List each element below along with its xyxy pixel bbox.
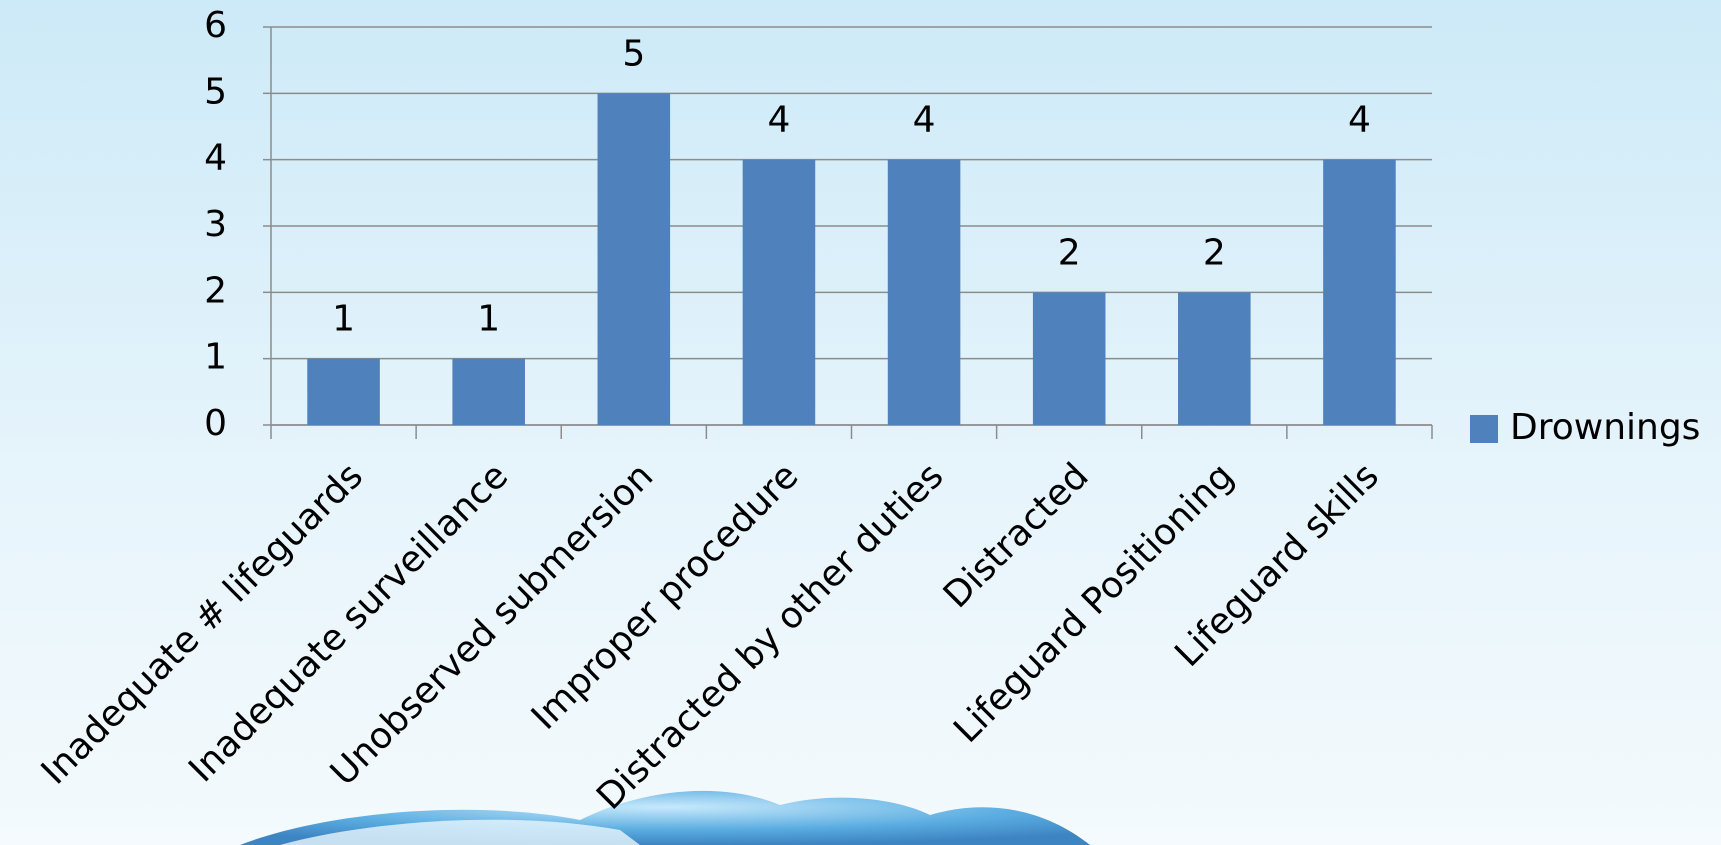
bar (1323, 159, 1396, 425)
data-label: 4 (913, 100, 936, 141)
data-label: 1 (477, 299, 500, 340)
bar (887, 159, 961, 425)
data-label: 2 (1058, 232, 1081, 273)
legend-label: Drownings (1510, 407, 1700, 448)
bar (742, 159, 816, 425)
y-tick-label: 0 (204, 403, 227, 444)
y-tick-label: 4 (204, 138, 227, 179)
x-tick-label: Improper procedure (524, 455, 806, 737)
data-label: 2 (1203, 232, 1226, 273)
bar (452, 358, 525, 425)
data-label: 5 (622, 33, 645, 74)
y-tick-label: 6 (204, 5, 227, 46)
bar (597, 93, 671, 425)
data-label: 1 (332, 299, 355, 340)
bar (307, 358, 380, 425)
y-tick-label: 2 (204, 270, 227, 311)
water-splash-decoration (240, 790, 1090, 845)
y-tick-label: 5 (204, 71, 227, 112)
data-label: 4 (767, 100, 790, 141)
y-tick-label: 3 (204, 204, 227, 245)
bar (1032, 292, 1106, 425)
y-tick-label: 1 (204, 337, 227, 378)
legend-swatch (1470, 415, 1498, 443)
bar (1178, 292, 1251, 425)
x-tick-label: Lifeguard Positioning (946, 455, 1242, 751)
data-label: 4 (1348, 100, 1371, 141)
x-tick-label: Distracted (936, 455, 1097, 616)
